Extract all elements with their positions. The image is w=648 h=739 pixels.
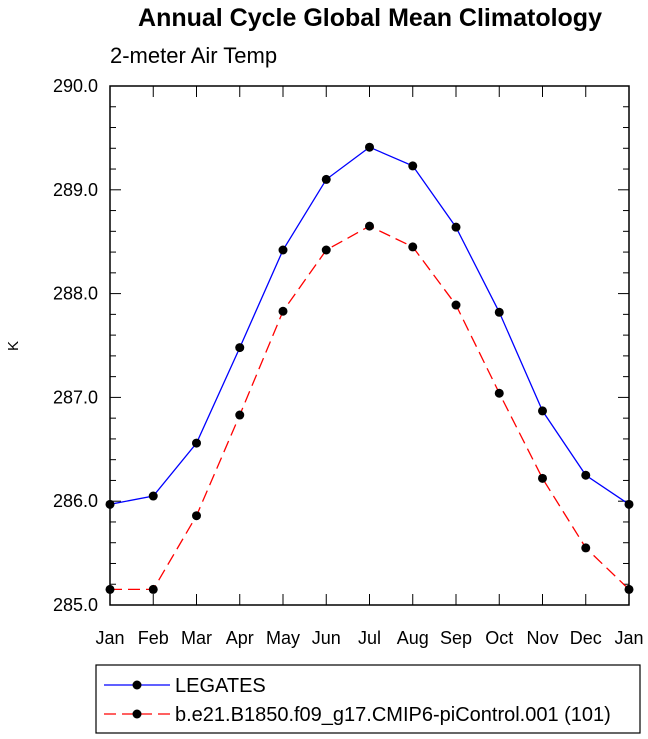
legend-frame xyxy=(95,664,641,734)
data-point xyxy=(581,543,591,553)
data-point xyxy=(148,491,158,501)
x-tick-label: Jun xyxy=(312,628,341,648)
data-point xyxy=(408,242,418,252)
data-point xyxy=(365,221,374,231)
y-tick-label: 289.0 xyxy=(53,180,98,200)
legend-label-2: b.e21.B1850.f09_g17.CMIP6-piControl.001 … xyxy=(175,704,611,726)
data-point xyxy=(192,438,201,448)
x-tick-label: Dec xyxy=(570,628,602,648)
x-tick-label: Mar xyxy=(181,628,212,648)
x-tick-label: Apr xyxy=(226,628,254,648)
data-point xyxy=(494,307,504,317)
data-point xyxy=(408,161,418,171)
x-tick-label: Jan xyxy=(95,628,124,648)
x-tick-label: May xyxy=(266,628,300,648)
data-point xyxy=(581,470,591,480)
x-tick-label: Oct xyxy=(485,628,513,648)
data-point xyxy=(321,245,331,255)
chart-title: Annual Cycle Global Mean Climatology xyxy=(138,4,602,32)
legend-marker-1 xyxy=(132,680,142,690)
x-tick-label: Aug xyxy=(397,628,429,648)
y-tick-label: 290.0 xyxy=(53,76,98,96)
data-point xyxy=(451,222,461,232)
legend-marker-2 xyxy=(132,709,142,719)
y-tick-label: 286.0 xyxy=(53,491,98,511)
data-point xyxy=(278,306,288,316)
y-tick-label: 285.0 xyxy=(53,595,98,615)
y-tick-label: 288.0 xyxy=(53,284,98,304)
data-point xyxy=(192,511,201,521)
series-line-1 xyxy=(109,146,630,505)
x-tick-label: Jul xyxy=(358,628,381,648)
axis-ticks: 285.0 286.0 287.0 288.0 289.0 290.0 Jan Feb Mar A… xyxy=(53,76,644,648)
x-tick-label: Nov xyxy=(526,628,558,648)
plot-frame xyxy=(109,85,630,606)
data-point xyxy=(365,142,374,152)
legend-label-1: LEGATES xyxy=(175,675,266,697)
y-axis-label: K xyxy=(5,341,22,351)
x-tick-label: Feb xyxy=(138,628,169,648)
series-line-2 xyxy=(110,225,630,591)
y-tick-label: 287.0 xyxy=(53,387,98,407)
data-point xyxy=(148,584,158,594)
x-tick-label: Sep xyxy=(440,628,472,648)
data-point xyxy=(235,410,245,420)
series-group xyxy=(105,142,634,594)
data-point xyxy=(494,388,504,398)
x-tick-label: Jan xyxy=(614,628,643,648)
data-point xyxy=(321,174,331,184)
legend: LEGATES b.e21.B1850.f09_g17.CMIP6-piContr… xyxy=(95,664,641,734)
data-point xyxy=(538,473,547,483)
chart-subtitle: 2-meter Air Temp xyxy=(110,43,277,68)
data-point xyxy=(451,300,461,310)
data-point xyxy=(278,245,288,255)
data-point xyxy=(538,406,547,416)
data-point xyxy=(235,343,245,353)
